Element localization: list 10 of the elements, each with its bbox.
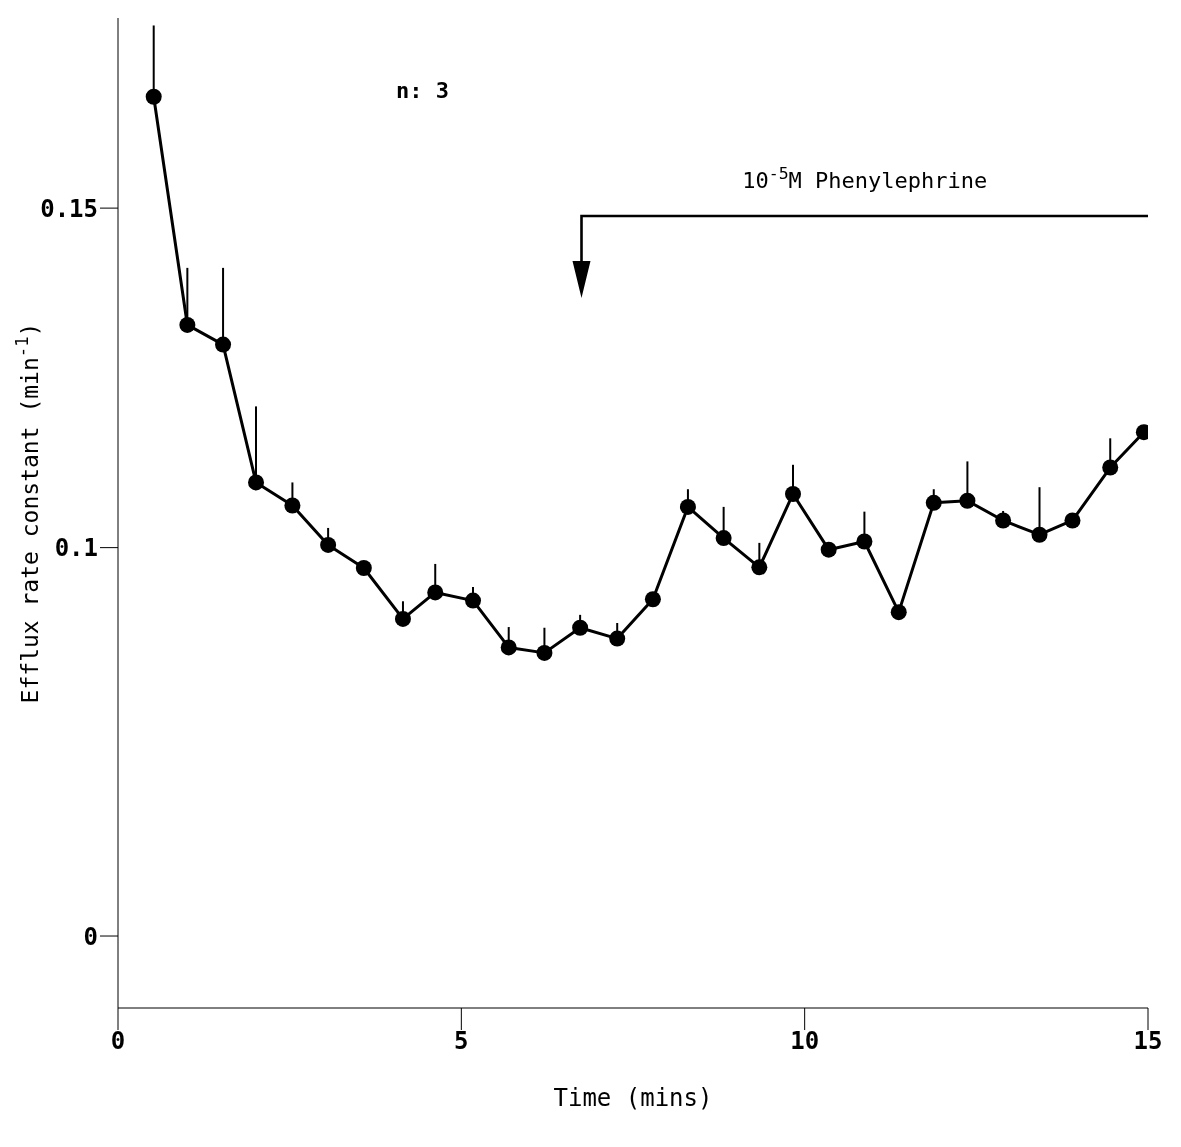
annotation: n: 3 — [396, 78, 450, 103]
y-tick-label: 0.15 — [40, 194, 98, 223]
x-tick-label: 10 — [790, 1027, 820, 1056]
x-tick-label: 15 — [1133, 1027, 1163, 1056]
x-axis-title: Time (mins) — [553, 1084, 713, 1112]
y-tick-label: 0.1 — [54, 534, 98, 563]
x-tick-label: 0 — [110, 1027, 126, 1056]
x-tick-label: 5 — [454, 1027, 469, 1056]
y-tick-label: 0 — [83, 922, 98, 951]
annotation: 10$^{-5}$M Phenylephrine — [742, 163, 988, 193]
